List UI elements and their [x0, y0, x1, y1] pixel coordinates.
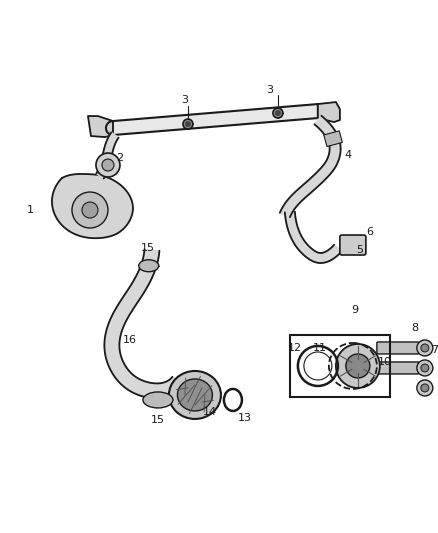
Ellipse shape: [169, 371, 221, 419]
Circle shape: [417, 360, 433, 376]
Circle shape: [421, 364, 429, 372]
Ellipse shape: [139, 260, 159, 272]
Text: 15: 15: [141, 243, 155, 253]
Circle shape: [186, 122, 190, 126]
Circle shape: [82, 202, 98, 218]
Polygon shape: [104, 249, 184, 398]
Text: 2: 2: [117, 153, 124, 163]
Polygon shape: [113, 104, 318, 135]
Polygon shape: [88, 116, 113, 137]
Circle shape: [183, 119, 193, 129]
Text: 3: 3: [266, 85, 273, 95]
Text: 6: 6: [366, 227, 373, 237]
Text: 12: 12: [288, 343, 302, 353]
Polygon shape: [280, 116, 341, 217]
Text: 7: 7: [431, 345, 438, 355]
Text: 9: 9: [351, 305, 358, 315]
Text: 16: 16: [123, 335, 137, 345]
Circle shape: [417, 340, 433, 356]
Circle shape: [346, 354, 370, 378]
FancyBboxPatch shape: [377, 342, 419, 354]
Text: 15: 15: [151, 415, 165, 425]
Bar: [290, 335, 390, 397]
Circle shape: [102, 159, 114, 171]
Text: 13: 13: [238, 413, 252, 423]
Circle shape: [96, 153, 120, 177]
Polygon shape: [318, 102, 340, 122]
Ellipse shape: [177, 379, 212, 411]
Polygon shape: [52, 174, 133, 238]
Ellipse shape: [143, 392, 173, 408]
Text: 10: 10: [378, 357, 392, 367]
Polygon shape: [96, 132, 119, 179]
Circle shape: [421, 384, 429, 392]
Text: 11: 11: [313, 343, 327, 353]
Circle shape: [336, 344, 380, 388]
Circle shape: [421, 344, 429, 352]
Circle shape: [276, 111, 280, 115]
Text: 14: 14: [203, 407, 217, 417]
Circle shape: [273, 108, 283, 118]
Text: 5: 5: [357, 245, 364, 255]
FancyBboxPatch shape: [340, 235, 366, 255]
Text: 8: 8: [411, 323, 418, 333]
Text: 1: 1: [26, 205, 33, 215]
FancyBboxPatch shape: [377, 362, 419, 374]
Text: 4: 4: [344, 150, 351, 160]
Polygon shape: [285, 212, 342, 263]
Bar: [324, 131, 343, 147]
Text: 3: 3: [181, 95, 188, 105]
Circle shape: [72, 192, 108, 228]
Circle shape: [417, 380, 433, 396]
